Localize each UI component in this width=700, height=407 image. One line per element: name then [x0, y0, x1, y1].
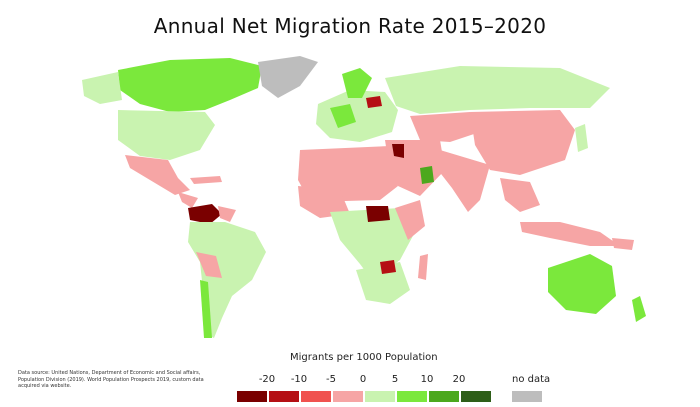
legend-tick-minus-10: -10 [290, 374, 308, 385]
legend-tick-10: 10 [420, 374, 434, 385]
region-southern-africa [356, 262, 410, 304]
world-map [82, 56, 646, 338]
region-alaska [82, 72, 122, 104]
no-data-label: no data [512, 374, 551, 385]
region-syria [392, 144, 404, 158]
legend-swatch-2 [269, 391, 299, 402]
region-indonesia [520, 222, 620, 246]
region-usa [118, 110, 215, 160]
region-mexico [125, 155, 190, 195]
legend-swatch-3 [301, 391, 331, 402]
region-papua-new-guinea [612, 238, 634, 250]
map-title: Annual Net Migration Rate 2015–2020 [153, 14, 547, 38]
region-madagascar [418, 254, 428, 280]
legend-swatch-8 [461, 391, 491, 402]
region-east-africa [395, 200, 425, 240]
region-new-zealand [632, 296, 646, 322]
region-gulf-states [420, 166, 434, 184]
legend-swatch-7 [429, 391, 459, 402]
region-ukraine [366, 96, 382, 108]
legend-tick-0: 0 [359, 374, 367, 385]
region-guyanas [218, 206, 236, 222]
legend-tick-minus-5: -5 [326, 374, 336, 385]
region-venezuela [188, 204, 222, 224]
legend-swatch-1 [237, 391, 267, 402]
region-south-asia [438, 150, 490, 212]
region-scandinavia [342, 68, 372, 98]
legend-tick-20: 20 [452, 374, 466, 385]
legend-swatch-6 [397, 391, 427, 402]
region-zimbabwe [380, 260, 396, 274]
region-south-sudan [366, 206, 390, 222]
region-central-america [178, 192, 198, 208]
legend-title: Migrants per 1000 Population [290, 352, 438, 363]
region-australia [548, 254, 616, 314]
region-russia [385, 66, 610, 114]
region-west-africa [298, 186, 350, 218]
region-japan [575, 124, 588, 152]
region-south-america [188, 222, 266, 338]
region-caribbean-islands [190, 176, 222, 184]
legend-swatch-4 [333, 391, 363, 402]
region-china-east-asia [470, 110, 575, 175]
region-peru-bolivia [196, 252, 222, 278]
source-text: Data source: United Nations, Department … [18, 370, 204, 389]
region-chile [200, 280, 212, 338]
region-west-europe [330, 104, 356, 128]
legend-swatch-5 [365, 391, 395, 402]
legend-tick-minus-20: -20 [258, 374, 276, 385]
region-greenland [258, 56, 318, 98]
no-data-swatch [512, 391, 542, 402]
region-central-asia [410, 112, 480, 142]
region-southeast-asia [500, 178, 540, 212]
legend-tick-5: 5 [391, 374, 399, 385]
region-north-africa [298, 146, 398, 202]
region-canada [118, 58, 262, 112]
